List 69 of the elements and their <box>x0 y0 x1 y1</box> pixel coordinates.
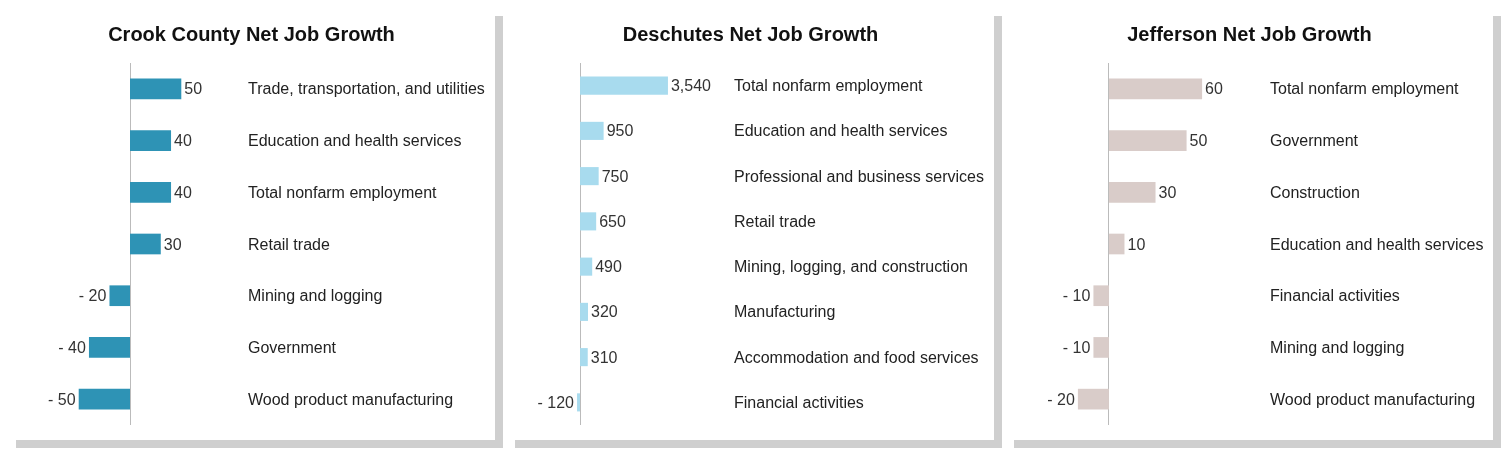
data-label: 50 <box>184 80 203 98</box>
y-tick-label: Total nonfarm employment <box>248 183 438 201</box>
data-label: 60 <box>1205 80 1223 98</box>
bar <box>580 257 593 276</box>
data-label: 950 <box>606 122 634 140</box>
data-label: 30 <box>163 235 182 253</box>
bar <box>580 121 604 140</box>
data-label: 320 <box>590 303 618 321</box>
bar <box>130 233 161 255</box>
bar <box>109 285 130 307</box>
data-label: 40 <box>174 132 192 150</box>
y-tick-label: Mining and logging <box>248 287 383 305</box>
y-tick-label: Retail trade <box>734 212 816 230</box>
y-tick-label: Government <box>1270 132 1359 150</box>
text: Crook County Net Job Growth <box>108 23 395 46</box>
y-tick-label: Education and health services <box>248 132 462 150</box>
data-label: - 50 <box>48 390 76 408</box>
y-tick-label: Mining, logging, and construction <box>734 258 968 276</box>
bar <box>1108 181 1156 203</box>
y-tick-label: Professional and business services <box>734 167 984 185</box>
data-label: - 10 <box>1062 287 1091 305</box>
bar <box>88 337 130 358</box>
y-tick-label: Wood product manufacturing <box>248 390 454 408</box>
data-label: - 10 <box>1062 338 1091 356</box>
y-tick-label: Trade, transportation, and utilities <box>248 80 485 98</box>
bar <box>580 167 599 186</box>
bar <box>580 76 668 95</box>
bar <box>78 388 130 410</box>
y-tick-label: Retail trade <box>248 235 330 253</box>
y-tick-label: Manufacturing <box>734 303 836 321</box>
bar <box>130 181 172 203</box>
data-label: 310 <box>590 348 618 366</box>
y-tick-label: Financial activities <box>1270 287 1400 305</box>
y-tick-label: Financial activities <box>734 393 864 411</box>
data-label: - 40 <box>58 338 86 356</box>
data-label: 650 <box>599 212 626 230</box>
y-tick-label: Education and health services <box>1270 235 1484 253</box>
bar <box>577 393 581 412</box>
data-label: - 120 <box>537 393 575 411</box>
y-tick-label: Accommodation and food services <box>734 348 979 366</box>
text: Deschutes Net Job Growth <box>622 23 879 46</box>
bar <box>1093 337 1109 358</box>
data-label: 40 <box>174 183 192 201</box>
bar <box>580 348 588 367</box>
y-tick-label: Construction <box>1270 183 1360 201</box>
data-label: 10 <box>1127 235 1146 253</box>
data-label: 50 <box>1189 132 1208 150</box>
text: Jefferson Net Job Growth <box>1127 23 1372 46</box>
bar <box>1108 130 1187 151</box>
y-tick-label: Government <box>248 339 337 357</box>
bar <box>1108 233 1125 255</box>
bar <box>580 302 588 321</box>
bar <box>130 130 172 151</box>
bar <box>580 212 597 231</box>
bar <box>130 78 182 100</box>
y-tick-label: Total nonfarm employment <box>1270 80 1460 98</box>
data-label: 750 <box>601 167 629 185</box>
data-label: 490 <box>595 258 622 276</box>
y-tick-label: Education and health services <box>734 122 948 140</box>
y-tick-label: Wood product manufacturing <box>1270 390 1476 408</box>
y-tick-label: Mining and logging <box>1270 339 1405 357</box>
data-label: - 20 <box>78 287 107 305</box>
data-label: 3,540 <box>670 77 712 95</box>
bar <box>1093 285 1109 307</box>
data-label: - 20 <box>1047 390 1075 408</box>
bar <box>1077 388 1109 410</box>
bar <box>1108 78 1203 100</box>
data-label: 30 <box>1158 183 1177 201</box>
y-tick-label: Total nonfarm employment <box>734 77 924 95</box>
